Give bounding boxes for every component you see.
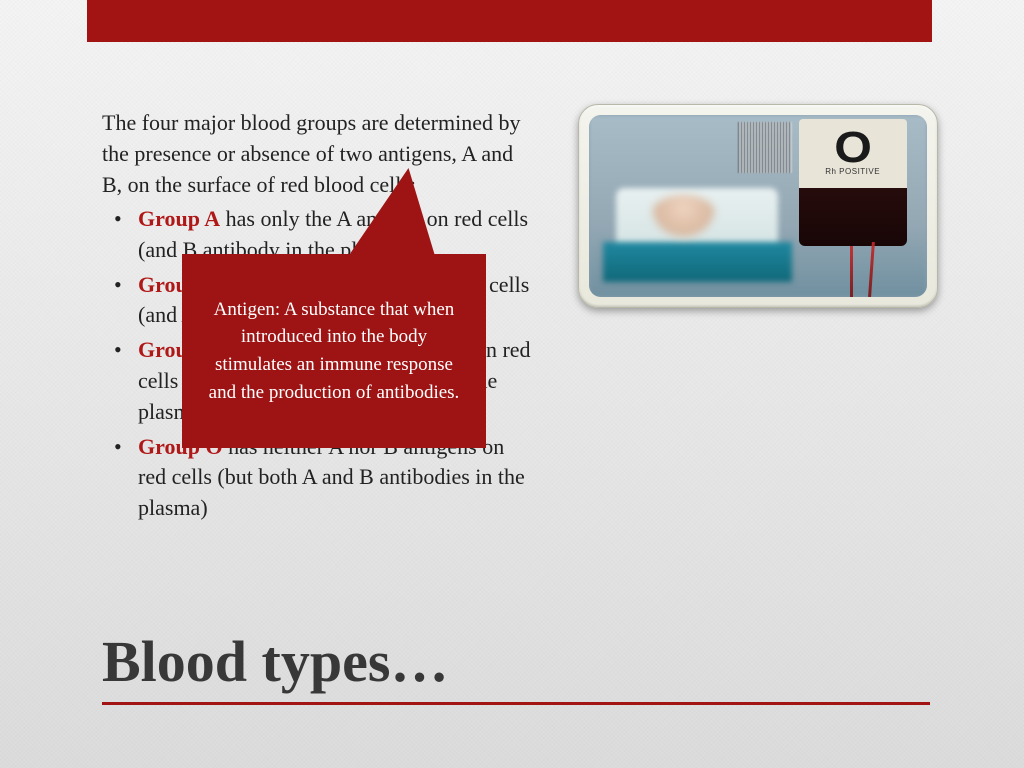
page-title: Blood types…	[102, 628, 448, 695]
title-underline	[102, 702, 930, 705]
header-bar	[87, 0, 932, 42]
blood-bag-type: O	[834, 130, 872, 165]
image-frame: O Rh POSITIVE	[578, 104, 938, 308]
intro-paragraph: The four major blood groups are determin…	[102, 108, 532, 200]
group-label: Group A	[138, 206, 220, 231]
hospital-image: O Rh POSITIVE	[589, 115, 927, 297]
antigen-callout: Antigen: A substance that when introduce…	[182, 254, 486, 448]
callout-text: Antigen: A substance that when introduce…	[200, 296, 468, 406]
